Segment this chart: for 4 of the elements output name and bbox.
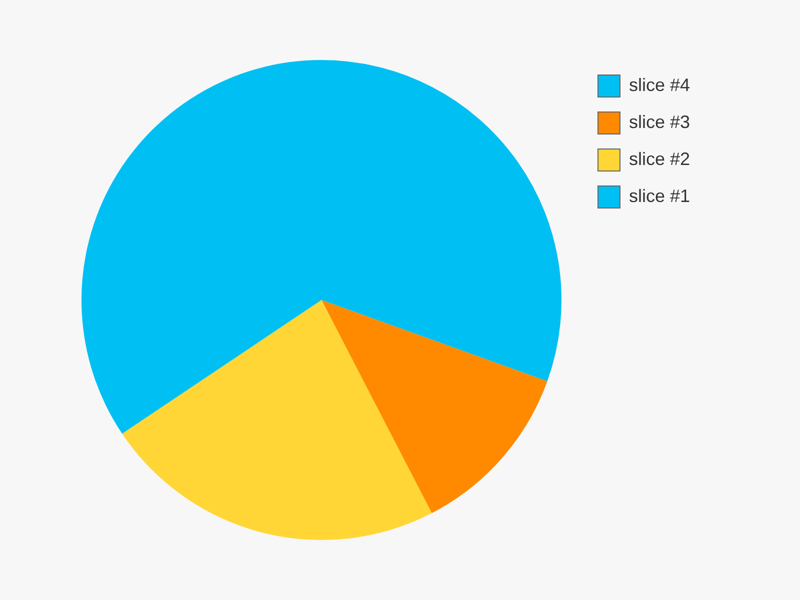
legend-label: slice #2 (628, 148, 690, 169)
legend-label: slice #4 (628, 74, 690, 95)
legend-label: slice #1 (628, 186, 690, 206)
legend-label: slice #3 (628, 112, 690, 132)
